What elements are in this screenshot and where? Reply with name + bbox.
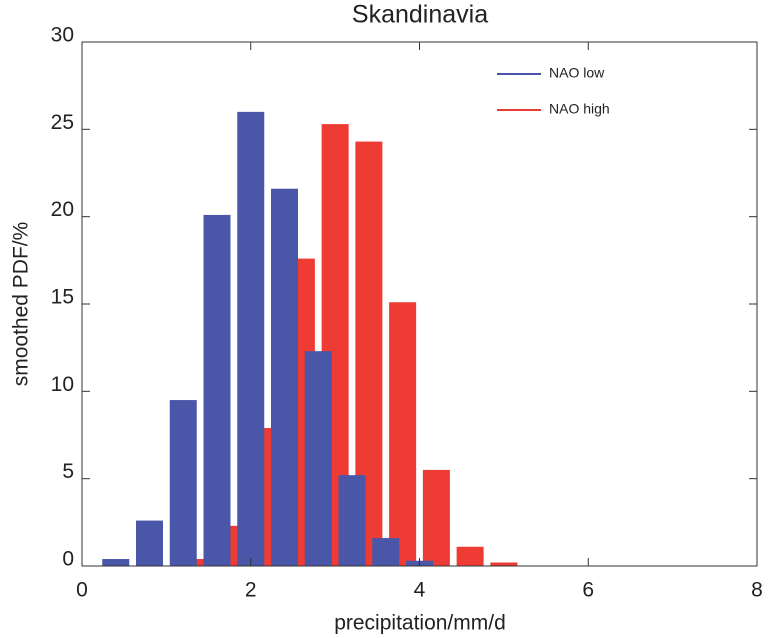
bar [490, 562, 518, 566]
y-axis-label: smoothed PDF/% [10, 222, 33, 387]
bar [136, 520, 163, 566]
bar [169, 400, 197, 566]
y-tick-label: 25 [51, 111, 74, 134]
x-tick-label: 4 [414, 579, 426, 602]
bar [456, 546, 484, 566]
bar [203, 214, 231, 567]
chart-title: Skandinavia [352, 1, 488, 29]
bar [102, 559, 130, 566]
y-tick-label: 15 [51, 286, 74, 309]
bar [186, 559, 214, 566]
x-tick-label: 8 [751, 579, 763, 602]
x-tick-label: 6 [582, 579, 594, 602]
axes: 0 5 10 15 20 25 30 0 2 4 6 8 NAO low NAO high [51, 24, 763, 602]
bar [389, 302, 417, 566]
y-tick-label: 0 [62, 548, 74, 571]
legend-label: NAO low [549, 65, 605, 81]
y-tick-label: 5 [62, 460, 74, 483]
bar [372, 538, 400, 566]
y-tick-label: 20 [51, 198, 74, 221]
x-tick-label: 0 [76, 579, 88, 602]
x-axis-label: precipitation/mm/d [334, 612, 506, 635]
x-tick-label: 2 [245, 579, 257, 602]
y-tick-label: 10 [51, 373, 74, 396]
bar [338, 475, 366, 566]
bar [237, 111, 265, 566]
bar [304, 351, 332, 566]
bar [422, 469, 450, 566]
bar [271, 188, 298, 566]
legend-label: NAO high [549, 101, 610, 117]
y-tick-label: 30 [51, 24, 74, 47]
bars [102, 111, 518, 567]
